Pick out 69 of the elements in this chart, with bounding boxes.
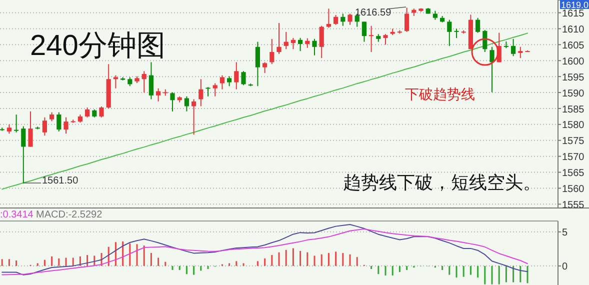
y-tick-label: 1585: [562, 104, 585, 116]
candlestick: [99, 106, 104, 118]
y-tick-label: 1605: [562, 40, 585, 52]
candlestick: [326, 8, 331, 28]
candlestick: [241, 70, 246, 86]
candlestick: [490, 46, 494, 93]
candlestick: [42, 116, 47, 136]
candlestick: [511, 38, 516, 57]
candlestick: [340, 13, 346, 26]
candlestick: [206, 86, 210, 97]
y-tick-label: 1560: [562, 184, 585, 196]
y-tick-label: 1595: [562, 72, 585, 84]
annotation: 下破趋势线: [405, 86, 475, 102]
candlestick: [21, 126, 26, 184]
candlestick: [170, 92, 175, 112]
candlestick: [447, 19, 452, 46]
candlestick: [312, 38, 317, 56]
y-tick-label: 1570: [562, 152, 585, 164]
y-tick-label: 1619.0: [561, 0, 589, 10]
y-tick-label: 5: [562, 228, 568, 239]
candlestick: [319, 25, 324, 59]
candlestick: [334, 14, 338, 26]
annotation: 1616.59: [355, 8, 392, 18]
candlestick: [369, 25, 374, 52]
candlestick: [198, 78, 204, 107]
candlestick: [56, 112, 62, 132]
annotation: 1561.50: [42, 176, 79, 186]
candlestick: [113, 74, 118, 89]
candlestick: [270, 38, 274, 65]
candlestick: [227, 76, 232, 87]
candlestick: [362, 21, 366, 42]
candlestick: [383, 34, 388, 46]
candlestick: [156, 88, 161, 102]
candlestick: [212, 82, 218, 97]
candlestick: [276, 22, 282, 54]
y-tick-label: 1610: [562, 24, 585, 36]
candlestick: [64, 116, 68, 134]
candlestick: [85, 107, 90, 118]
candlestick: [284, 31, 288, 50]
candlestick: [148, 62, 154, 100]
candlestick: [220, 74, 224, 90]
candlestick: [454, 28, 459, 38]
candlestick: [28, 110, 33, 148]
text: 240分钟图: [30, 30, 166, 62]
candlestick: [348, 13, 352, 26]
candlestick: [14, 114, 19, 133]
y-tick-label: 1565: [562, 168, 585, 180]
candlestick: [476, 17, 480, 34]
candlestick: [255, 41, 260, 87]
y-tick-label: 1580: [562, 120, 585, 132]
y-tick-label: 0: [562, 262, 568, 273]
candlestick: [290, 37, 296, 50]
candlestick: [234, 62, 239, 90]
y-tick-label: 1575: [562, 136, 585, 148]
text: MACD:-2.5292: [36, 210, 103, 220]
candlestick: [142, 70, 146, 94]
text: :0.3414: [0, 210, 34, 220]
y-tick-label: 1615: [562, 8, 585, 20]
candlestick: [184, 96, 189, 112]
candlestick: [404, 7, 410, 32]
candlestick: [298, 37, 303, 52]
candlestick: [518, 46, 523, 59]
candlestick: [192, 98, 196, 136]
annotation: 趋势线下破，短线空头。: [343, 172, 541, 192]
candlestick: [262, 62, 268, 74]
y-tick-label: 1590: [562, 88, 585, 100]
y-tick-label: 1600: [562, 56, 585, 68]
candlestick: [6, 124, 12, 134]
candlestick: [305, 38, 310, 48]
